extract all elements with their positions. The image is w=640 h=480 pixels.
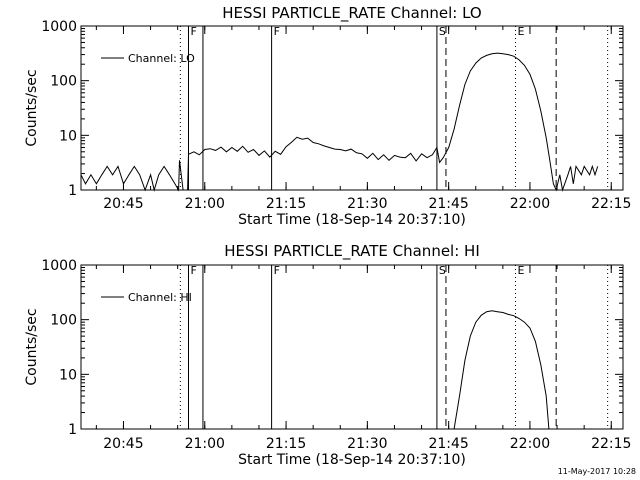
legend-label: Channel: LO	[128, 52, 195, 65]
y-tick-label: 100	[50, 313, 77, 329]
x-tick-label: 21:00	[185, 196, 225, 212]
x-tick-label: 21:45	[428, 436, 468, 452]
x-tick-label: 22:15	[591, 436, 631, 452]
y-axis-label: Counts/sec	[24, 69, 40, 146]
x-tick-label: 21:30	[347, 436, 387, 452]
y-axis-label: Counts/sec	[24, 308, 40, 385]
event-marker-label: E	[518, 264, 525, 277]
x-tick-label: 21:30	[347, 196, 387, 212]
event-marker-label: S	[439, 25, 446, 38]
x-tick-label: 21:15	[266, 436, 306, 452]
legend-label: Channel: HI	[128, 291, 192, 304]
event-marker-label: E	[518, 25, 525, 38]
panel-hi: HESSI PARTICLE_RATE Channel: HI Counts/se…	[24, 242, 631, 468]
x-axis-label: Start Time (18-Sep-14 20:37:10)	[238, 212, 466, 228]
plot-frame	[80, 264, 624, 430]
x-tick-label: 22:15	[591, 196, 631, 212]
y-tick-label: 1000	[41, 19, 77, 35]
x-tick-label: 22:00	[510, 196, 550, 212]
y-tick-label: 10	[59, 367, 77, 383]
event-marker-label: S	[439, 264, 446, 277]
event-marker-label: F	[190, 264, 196, 277]
footer-timestamp: 11-May-2017 10:28	[558, 467, 636, 476]
x-tick-label: 21:45	[428, 196, 468, 212]
x-axis-label: Start Time (18-Sep-14 20:37:10)	[238, 452, 466, 468]
chart-title: HESSI PARTICLE_RATE Channel: LO	[222, 4, 481, 23]
plot-frame	[80, 25, 624, 191]
y-tick-label: 100	[50, 74, 77, 90]
event-marker-label: F	[274, 264, 280, 277]
x-tick-label: 21:00	[185, 436, 225, 452]
x-tick-label: 21:15	[266, 196, 306, 212]
y-tick-label: 10	[59, 128, 77, 144]
y-tick-label: 1000	[41, 258, 77, 274]
x-tick-label: 22:00	[510, 436, 550, 452]
series-line	[453, 310, 550, 430]
panel-lo: HESSI PARTICLE_RATE Channel: LO Counts/se…	[24, 4, 631, 228]
x-tick-label: 20:45	[103, 196, 143, 212]
event-marker-label: F	[274, 25, 280, 38]
event-marker-label: F	[190, 25, 196, 38]
y-tick-label: 1	[68, 183, 77, 199]
y-tick-label: 1	[68, 422, 77, 438]
series-line	[80, 52, 599, 192]
chart-title: HESSI PARTICLE_RATE Channel: HI	[224, 242, 480, 261]
x-tick-label: 20:45	[103, 436, 143, 452]
